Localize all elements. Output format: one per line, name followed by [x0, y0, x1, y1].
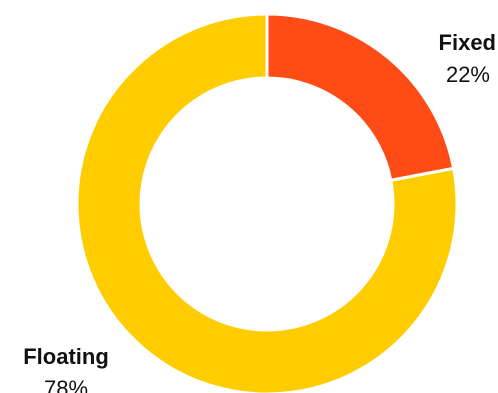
slice-label-floating-name: Floating — [23, 344, 109, 369]
labels-group: Fixed 22% Floating 78% — [23, 30, 496, 393]
slice-label-fixed-value: 22% — [446, 62, 490, 87]
slices-group — [75, 12, 459, 393]
slice-floating — [75, 12, 459, 393]
slice-label-floating-value: 78% — [44, 376, 88, 393]
slice-fixed — [265, 12, 456, 182]
slice-label-fixed-name: Fixed — [439, 30, 496, 55]
